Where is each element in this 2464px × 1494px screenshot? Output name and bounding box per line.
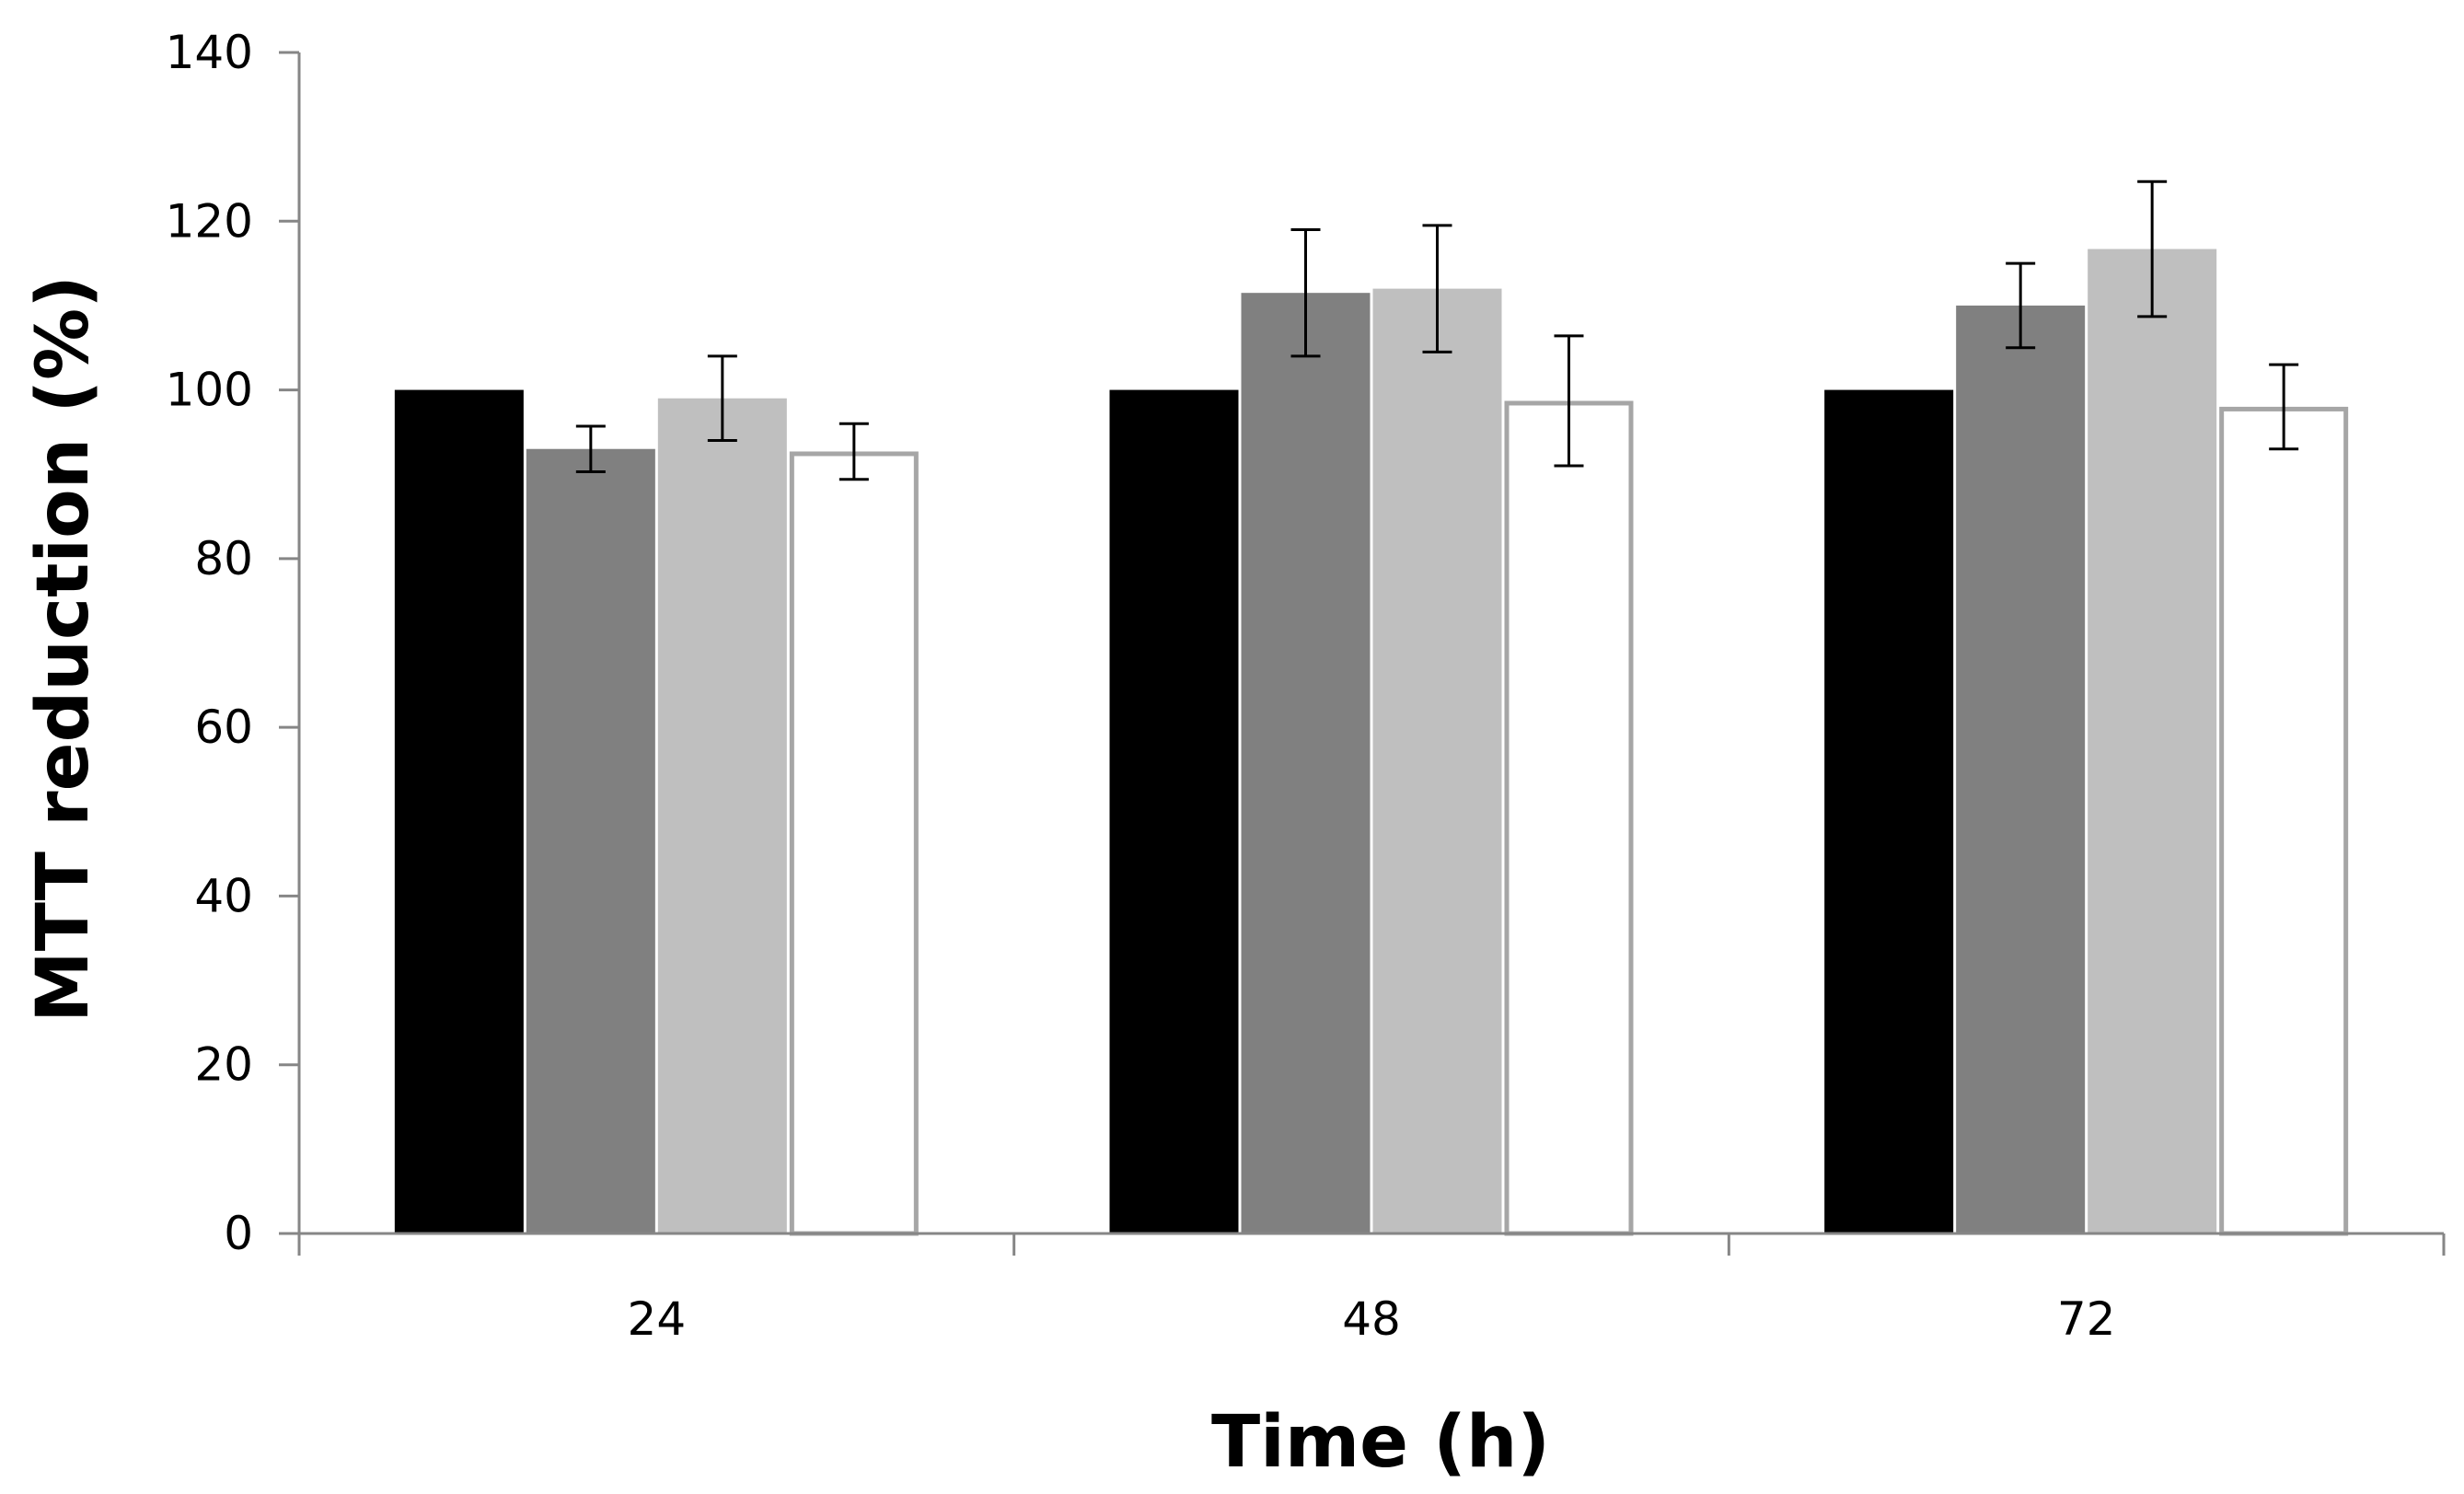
error-bar-72-4	[2269, 363, 2299, 451]
x-tick-label-72: 72	[2057, 1292, 2116, 1346]
bar-48-2	[1241, 293, 1371, 1233]
error-bar-72-3	[2137, 180, 2168, 318]
y-tick-label-100: 100	[166, 364, 253, 417]
bar-72-1	[1824, 389, 1954, 1234]
y-tick-label-60: 60	[194, 701, 253, 754]
bar-24-2	[526, 448, 655, 1233]
y-tick-label-0: 0	[224, 1207, 253, 1260]
bar-24-1	[394, 389, 524, 1234]
bar-48-1	[1109, 389, 1239, 1234]
y-tick-label-20: 20	[194, 1038, 253, 1092]
x-tick-label-48: 48	[1342, 1292, 1401, 1346]
error-bar-24-2	[575, 424, 606, 473]
x-tick-label-24: 24	[628, 1292, 687, 1346]
bar-72-4	[2219, 406, 2349, 1236]
axes-layer	[279, 51, 2446, 1256]
y-tick-label-80: 80	[194, 532, 253, 585]
bar-24-3	[657, 398, 787, 1233]
y-tick-label-140: 140	[166, 26, 253, 79]
bar-48-3	[1372, 288, 1502, 1234]
error-bar-48-3	[1422, 224, 1452, 353]
error-bar-24-4	[839, 422, 869, 481]
y-axis-title: MTT reduction (%)	[22, 275, 105, 1023]
error-bar-48-4	[1554, 334, 1584, 468]
error-bars-layer	[575, 180, 2299, 481]
x-axis-title: Time (h)	[1211, 1401, 1550, 1484]
error-bar-72-2	[2006, 261, 2036, 350]
bar-72-2	[1956, 305, 2086, 1233]
bars-layer	[394, 249, 2349, 1236]
tick-labels-layer: 0 20 40 60 80 100 120 140 24 48 72	[166, 26, 2116, 1346]
bar-72-3	[2088, 249, 2217, 1234]
error-bar-24-3	[707, 354, 737, 443]
error-bar-48-2	[1290, 227, 1321, 358]
y-tick-label-120: 120	[166, 194, 253, 248]
y-tick-label-40: 40	[194, 869, 253, 922]
bar-48-4	[1504, 400, 1634, 1236]
bar-24-4	[789, 451, 919, 1236]
